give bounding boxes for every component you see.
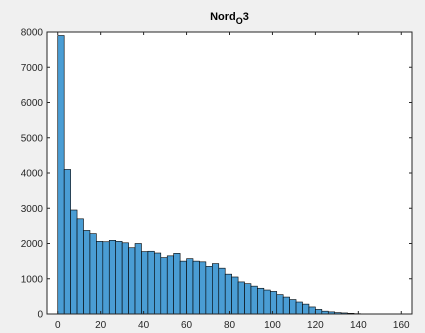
histogram-bar bbox=[57, 35, 65, 315]
histogram-bar bbox=[302, 303, 310, 315]
histogram-bar bbox=[250, 285, 258, 315]
y-tick-label: 4000 bbox=[21, 169, 44, 180]
y-tick-label: 7000 bbox=[21, 63, 44, 74]
histogram-bar bbox=[295, 301, 303, 315]
histogram-bar bbox=[147, 250, 155, 315]
histogram-bar bbox=[160, 257, 168, 315]
histogram-bar bbox=[108, 240, 117, 315]
y-tick-label: 1000 bbox=[21, 274, 44, 285]
axes-box bbox=[46, 31, 413, 315]
histogram-bar bbox=[257, 287, 265, 315]
histogram-bar bbox=[192, 260, 200, 315]
y-tick-label: 8000 bbox=[21, 28, 44, 39]
histogram-bar bbox=[244, 283, 252, 315]
x-tick-label: 80 bbox=[224, 320, 236, 331]
histogram-bar bbox=[134, 243, 142, 315]
histogram-bar bbox=[179, 260, 187, 315]
histogram-bar bbox=[237, 281, 245, 315]
y-tick-label: 0 bbox=[37, 310, 43, 321]
histogram-bar bbox=[224, 273, 232, 315]
chart-title-subscript: O bbox=[236, 16, 243, 26]
x-tick-label: 140 bbox=[350, 320, 367, 331]
x-tick-label: 100 bbox=[264, 320, 281, 331]
y-tick-label: 3000 bbox=[21, 204, 44, 215]
histogram-bar bbox=[282, 296, 290, 315]
histogram-bar bbox=[141, 251, 149, 315]
histogram-bar bbox=[199, 261, 207, 315]
histogram-bar bbox=[166, 255, 174, 315]
y-tick-label: 6000 bbox=[21, 98, 44, 109]
x-tick-label: 40 bbox=[138, 320, 150, 331]
x-axis-ticks: 0 20 40 60 80 100 120 140 160 bbox=[55, 32, 410, 331]
histogram-bar bbox=[173, 253, 181, 315]
x-tick-label: 160 bbox=[393, 320, 410, 331]
y-tick-label: 5000 bbox=[21, 133, 44, 144]
histogram-bar bbox=[269, 291, 278, 315]
histogram-bar bbox=[218, 267, 226, 315]
histogram-bar bbox=[205, 266, 213, 315]
histogram-bar bbox=[263, 289, 271, 315]
x-tick-label: 120 bbox=[307, 320, 324, 331]
x-tick-label: 0 bbox=[55, 320, 61, 331]
chart-title-main: Nord bbox=[210, 11, 236, 23]
histogram-bar bbox=[89, 233, 97, 315]
histogram-bar bbox=[154, 252, 162, 315]
histogram-bar bbox=[102, 241, 110, 315]
histogram-bar bbox=[96, 241, 104, 315]
histogram-bar bbox=[63, 169, 71, 315]
y-tick-label: 2000 bbox=[21, 239, 44, 250]
x-tick-label: 60 bbox=[181, 320, 193, 331]
histogram-bar bbox=[276, 294, 284, 315]
chart-title-suffix: 3 bbox=[243, 11, 249, 23]
histogram-bar bbox=[315, 309, 323, 315]
histogram-bar bbox=[231, 276, 239, 315]
histogram-bar bbox=[115, 241, 123, 315]
histogram-bar bbox=[212, 263, 220, 315]
histogram-bar bbox=[121, 242, 129, 315]
y-axis-ticks: 0 1000 2000 3000 4000 5000 6000 7000 8000 bbox=[21, 28, 412, 321]
x-tick-label: 20 bbox=[95, 320, 107, 331]
histogram-bar bbox=[308, 306, 316, 315]
histogram-bar bbox=[289, 299, 297, 315]
histogram-bar bbox=[186, 258, 194, 315]
histogram-bar bbox=[83, 230, 91, 315]
histogram-bar bbox=[128, 247, 136, 315]
histogram-bar bbox=[70, 209, 78, 315]
histogram-bar bbox=[76, 218, 84, 315]
chart-title: NordO3 bbox=[210, 11, 249, 26]
